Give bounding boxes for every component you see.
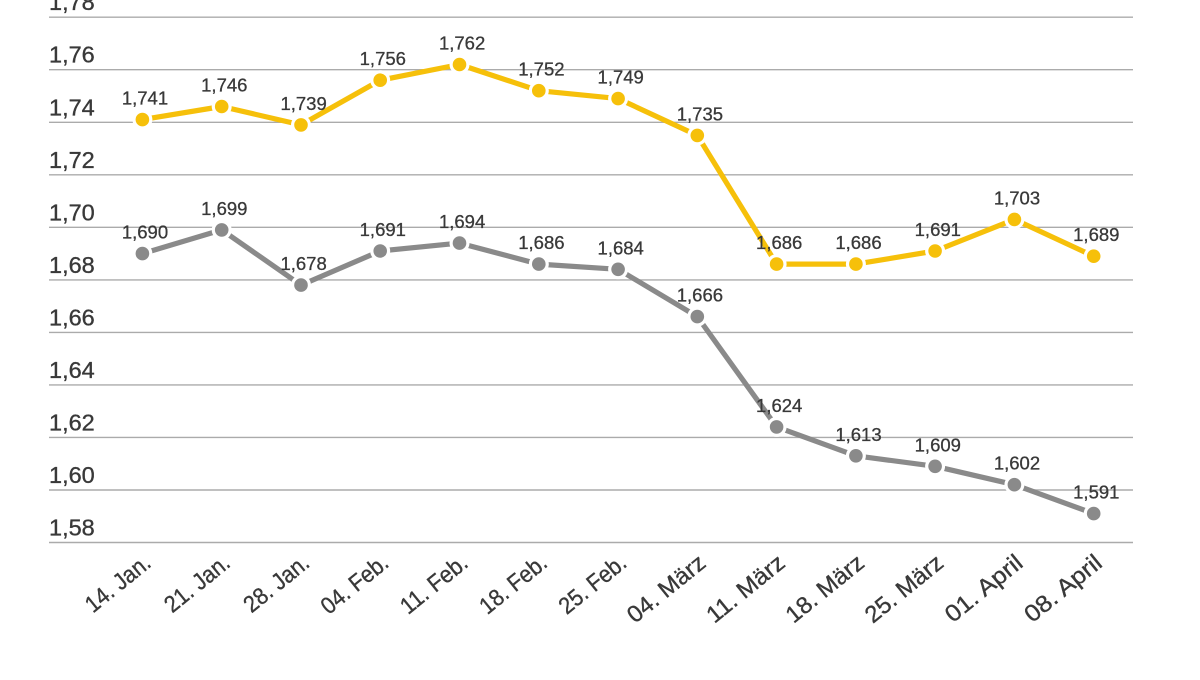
svg-text:1,60: 1,60 <box>49 462 95 488</box>
svg-text:1,72: 1,72 <box>49 147 95 173</box>
svg-text:1,703: 1,703 <box>994 187 1040 208</box>
svg-text:1,58: 1,58 <box>49 515 95 541</box>
svg-text:1,752: 1,752 <box>518 59 564 80</box>
svg-text:1,699: 1,699 <box>201 198 247 219</box>
svg-text:1,749: 1,749 <box>598 67 644 88</box>
svg-text:1,686: 1,686 <box>518 232 564 253</box>
svg-text:1,624: 1,624 <box>756 395 802 416</box>
svg-text:1,74: 1,74 <box>49 94 95 120</box>
svg-text:1,602: 1,602 <box>994 453 1040 474</box>
svg-text:1,66: 1,66 <box>49 304 95 330</box>
svg-text:1,762: 1,762 <box>439 33 485 54</box>
svg-text:1,64: 1,64 <box>49 357 95 383</box>
svg-text:1,739: 1,739 <box>280 93 326 114</box>
svg-text:1,609: 1,609 <box>915 434 961 455</box>
svg-text:1,686: 1,686 <box>835 232 881 253</box>
svg-text:1,741: 1,741 <box>122 88 168 109</box>
svg-text:1,756: 1,756 <box>360 48 406 69</box>
svg-text:1,746: 1,746 <box>201 75 247 96</box>
svg-text:1,591: 1,591 <box>1073 482 1119 503</box>
svg-text:1,691: 1,691 <box>360 219 406 240</box>
svg-text:1,684: 1,684 <box>598 237 644 258</box>
svg-text:1,678: 1,678 <box>280 253 326 274</box>
svg-text:1,62: 1,62 <box>49 409 95 435</box>
svg-text:1,691: 1,691 <box>915 219 961 240</box>
svg-text:1,690: 1,690 <box>122 222 168 243</box>
svg-text:1,76: 1,76 <box>49 42 95 68</box>
svg-text:1,613: 1,613 <box>835 424 881 445</box>
svg-text:1,694: 1,694 <box>439 211 485 232</box>
svg-text:1,689: 1,689 <box>1073 224 1119 245</box>
svg-text:1,666: 1,666 <box>677 285 723 306</box>
svg-text:1,70: 1,70 <box>49 199 95 225</box>
svg-text:1,68: 1,68 <box>49 252 95 278</box>
svg-text:1,686: 1,686 <box>756 232 802 253</box>
svg-text:1,78: 1,78 <box>49 0 95 15</box>
svg-text:1,735: 1,735 <box>677 103 723 124</box>
